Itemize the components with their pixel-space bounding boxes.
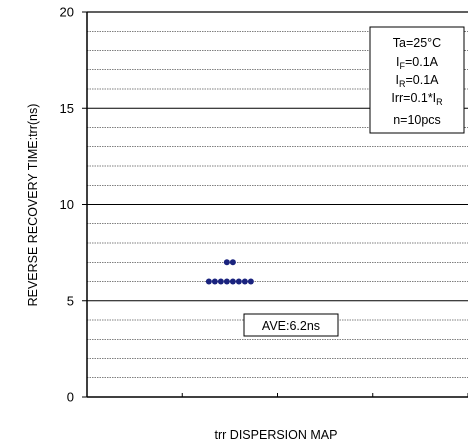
data-point bbox=[223, 278, 230, 285]
y-tick-label: 0 bbox=[67, 390, 74, 405]
data-point bbox=[223, 259, 230, 266]
data-point bbox=[241, 278, 248, 285]
data-point bbox=[235, 278, 242, 285]
data-point bbox=[229, 259, 236, 266]
cond-ir: IR=0.1A bbox=[396, 73, 440, 89]
y-tick-label: 15 bbox=[60, 101, 74, 116]
average-annotation: AVE:6.2ns bbox=[243, 313, 339, 337]
cond-irr: Irr=0.1*IR bbox=[391, 91, 443, 107]
data-point bbox=[211, 278, 218, 285]
data-point bbox=[205, 278, 212, 285]
data-point bbox=[217, 278, 224, 285]
conditions-box bbox=[369, 26, 465, 134]
x-ticks bbox=[181, 393, 468, 397]
y-axis-label: REVERSE RECOVERY TIME:trr(ns) bbox=[26, 104, 40, 307]
average-label: AVE:6.2ns bbox=[262, 319, 320, 333]
y-tick-label: 5 bbox=[67, 293, 74, 308]
data-points bbox=[205, 259, 254, 285]
y-tick-label: 20 bbox=[60, 5, 74, 20]
x-axis-label: trr DISPERSION MAP bbox=[215, 428, 338, 442]
y-ticks: 0 5 10 15 20 bbox=[60, 5, 87, 405]
cond-if: IF=0.1A bbox=[396, 55, 439, 71]
data-point bbox=[247, 278, 254, 285]
cond-n: n=10pcs bbox=[393, 113, 441, 127]
average-box bbox=[243, 313, 339, 337]
y-tick-label: 10 bbox=[60, 197, 74, 212]
cond-ta: Ta=25°C bbox=[393, 36, 441, 50]
data-point bbox=[229, 278, 236, 285]
conditions-legend: Ta=25°C IF=0.1A IR=0.1A Irr=0.1*IR n=10p… bbox=[369, 26, 465, 134]
